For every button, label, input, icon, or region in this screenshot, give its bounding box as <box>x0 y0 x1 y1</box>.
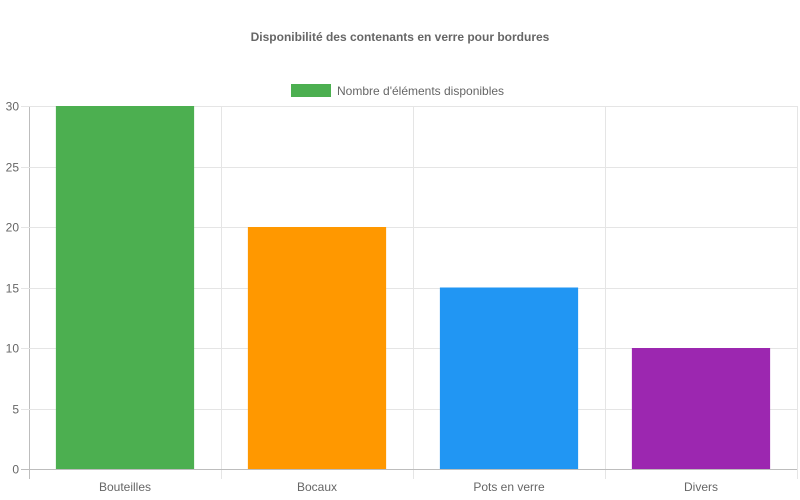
bar[interactable] <box>55 106 195 469</box>
chart-title: Disponibilité des contenants en verre po… <box>251 30 550 44</box>
y-tick-label: 5 <box>12 403 19 417</box>
x-tick-label: Divers <box>684 480 718 494</box>
y-tick-label: 10 <box>6 342 20 356</box>
bar[interactable] <box>247 227 387 469</box>
legend-swatch[interactable] <box>291 84 331 97</box>
bar[interactable] <box>631 348 771 469</box>
legend[interactable]: Nombre d'éléments disponibles <box>291 84 504 98</box>
x-tick-label: Bouteilles <box>99 480 151 494</box>
y-tick-label: 0 <box>12 463 19 477</box>
x-tick-label: Pots en verre <box>473 480 545 494</box>
legend-label[interactable]: Nombre d'éléments disponibles <box>337 84 504 98</box>
y-axis: 0 5 10 15 20 25 30 <box>6 100 20 477</box>
y-tick-label: 30 <box>6 100 20 114</box>
x-tick-label: Bocaux <box>297 480 337 494</box>
bar[interactable] <box>439 287 579 470</box>
bars <box>55 106 771 470</box>
x-axis: Bouteilles Bocaux Pots en verre Divers <box>99 480 718 494</box>
y-tick-label: 20 <box>6 221 20 235</box>
y-tick-label: 25 <box>6 161 20 175</box>
y-tick-label: 15 <box>6 282 20 296</box>
